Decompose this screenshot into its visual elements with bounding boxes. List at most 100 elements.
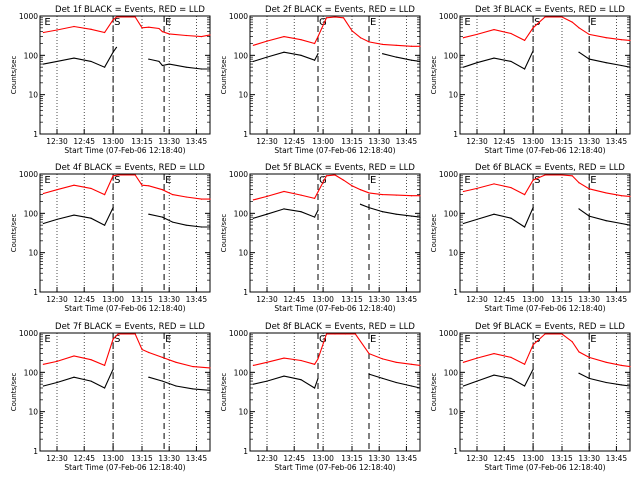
data-point-black	[148, 58, 150, 60]
plot-frame	[249, 173, 421, 293]
y-axis-label: Counts/sec	[430, 214, 438, 253]
data-point-red	[359, 189, 362, 191]
data-point-black	[42, 63, 45, 65]
data-point-red	[266, 361, 268, 363]
data-point-red	[300, 194, 302, 196]
marker-label: S	[114, 17, 120, 28]
data-point-red	[42, 192, 45, 195]
data-point-black	[476, 218, 478, 221]
data-point-black	[112, 51, 114, 53]
data-point-red	[314, 42, 316, 45]
data-point-black	[73, 214, 75, 216]
data-point-black	[112, 206, 114, 209]
x-tick-label: 13:30	[158, 295, 180, 304]
marker-label: E	[370, 334, 376, 345]
data-point-black	[148, 213, 150, 215]
y-tick-label: 1000	[439, 170, 458, 179]
data-point-black	[368, 373, 370, 375]
y-tick-label: 1	[33, 288, 38, 297]
x-axis-label: Start Time (07-Feb-06 12:18:40)	[484, 146, 605, 155]
x-tick-label: 13:00	[312, 137, 334, 146]
data-point-red	[334, 174, 336, 176]
x-tick-label: 13:15	[131, 295, 153, 304]
data-point-red	[104, 193, 106, 196]
data-point-red	[620, 195, 623, 197]
y-tick-label: 1000	[229, 170, 248, 179]
data-point-red	[252, 364, 254, 367]
y-tick-label: 100	[24, 51, 39, 60]
x-tick-label: 13:00	[102, 454, 124, 463]
marker-label: S	[114, 175, 120, 186]
x-axis-label: Start Time (07-Feb-06 12:18:40)	[484, 463, 605, 472]
data-point-black	[168, 63, 170, 65]
data-point-black	[56, 381, 58, 384]
data-point-red	[351, 30, 353, 32]
data-point-black	[588, 377, 590, 380]
marker-label: E	[44, 17, 50, 28]
y-tick-label: 1000	[229, 329, 248, 338]
marker-label: E	[370, 17, 376, 28]
data-point-red	[161, 31, 163, 33]
x-tick-label: 13:30	[578, 295, 600, 304]
x-tick-label: 13:00	[522, 137, 544, 146]
plot-frame	[249, 15, 421, 135]
x-tick-label: 13:30	[578, 454, 600, 463]
y-tick-label: 10	[238, 408, 248, 417]
data-point-black	[588, 58, 590, 60]
data-point-black	[252, 383, 254, 385]
data-point-black	[605, 381, 607, 384]
marker-label: E	[165, 175, 171, 186]
data-point-red	[588, 356, 590, 358]
data-point-black	[578, 372, 580, 374]
data-point-black	[395, 381, 397, 384]
data-point-black	[588, 215, 590, 217]
y-axis-label: Counts/sec	[220, 214, 228, 253]
data-point-red	[561, 174, 563, 176]
data-point-red	[314, 197, 316, 199]
y-tick-label: 10	[28, 91, 38, 100]
series-line-black	[43, 207, 210, 228]
series-line-black	[253, 373, 421, 389]
data-point-red	[192, 365, 194, 368]
chart-panel-9: Det 9f BLACK = Events, RED = LLD 1 10 100 10…	[430, 322, 631, 472]
data-point-red	[578, 27, 580, 29]
data-point-red	[134, 174, 136, 176]
data-point-black	[419, 387, 421, 389]
marker-label: E	[464, 175, 470, 186]
x-tick-label: 12:30	[256, 454, 278, 463]
data-point-red	[283, 35, 285, 38]
data-point-red	[334, 16, 336, 18]
data-point-black	[629, 385, 631, 387]
x-tick-label: 12:45	[73, 137, 95, 146]
y-tick-label: 10	[448, 91, 458, 100]
data-point-red	[419, 195, 421, 197]
plot-frame	[39, 173, 211, 293]
data-point-red	[300, 359, 302, 362]
y-tick-label: 100	[444, 368, 459, 377]
x-axis-label: Start Time (07-Feb-06 12:18:40)	[64, 304, 185, 313]
data-point-red	[510, 187, 512, 189]
y-axis-label: Counts/sec	[220, 56, 228, 95]
data-point-black	[104, 387, 106, 389]
x-tick-label: 12:45	[73, 454, 95, 463]
data-point-red	[476, 357, 478, 359]
data-point-red	[325, 333, 328, 335]
plot-frame	[459, 15, 631, 135]
x-tick-label: 13:30	[368, 137, 390, 146]
data-point-red	[56, 189, 58, 191]
data-point-red	[115, 16, 118, 18]
data-point-red	[571, 21, 573, 23]
x-tick-label: 13:15	[551, 454, 573, 463]
data-point-black	[300, 54, 302, 56]
data-point-black	[283, 375, 285, 377]
y-axis-label: Counts/sec	[430, 373, 438, 412]
chart-title: Det 5f BLACK = Events, RED = LLD	[265, 163, 415, 173]
data-point-red	[158, 27, 160, 30]
x-tick-label: 12:45	[493, 137, 515, 146]
data-point-red	[605, 192, 607, 194]
data-point-red	[317, 191, 319, 193]
data-point-black	[283, 51, 285, 53]
data-point-black	[314, 387, 316, 389]
x-tick-label: 12:30	[46, 137, 68, 146]
data-point-red	[141, 27, 143, 29]
